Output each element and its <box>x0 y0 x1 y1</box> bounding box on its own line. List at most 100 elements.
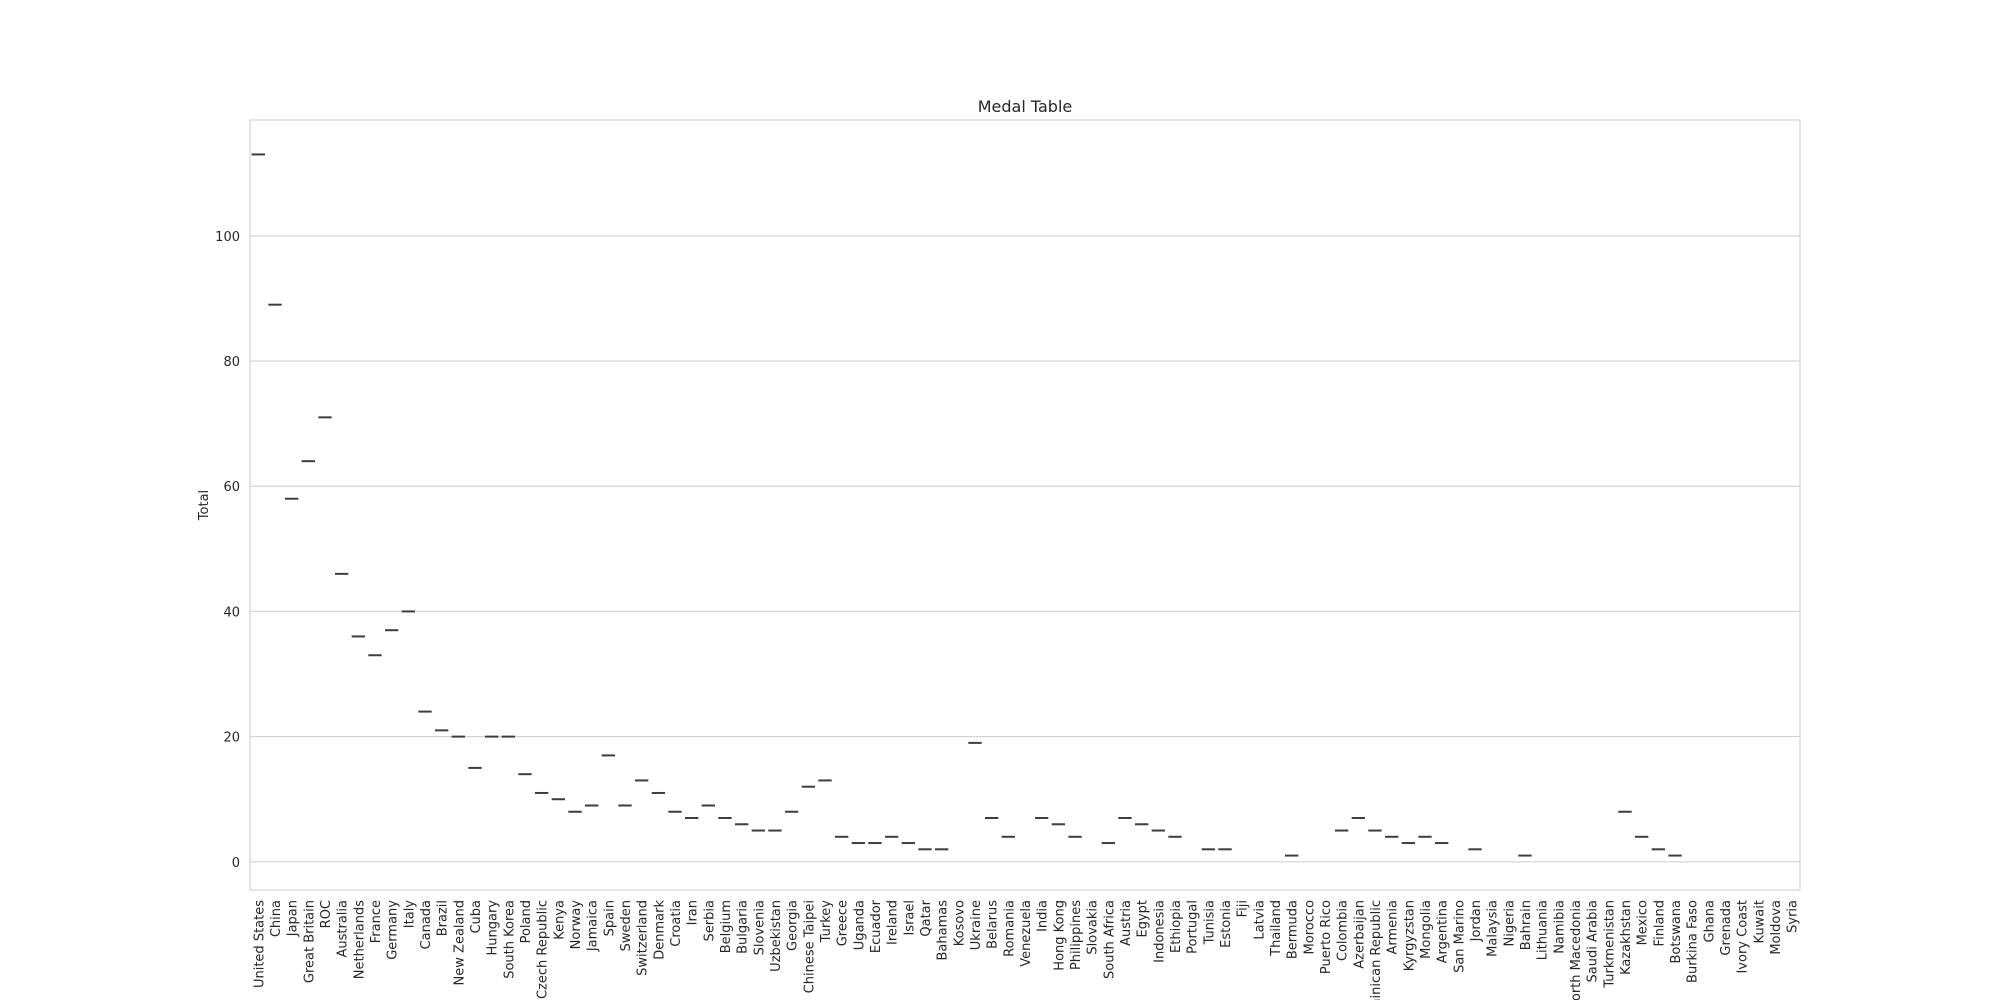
x-tick-label: Saudi Arabia <box>1586 900 1601 983</box>
x-tick-label: Egypt <box>1136 900 1151 938</box>
x-tick-label: Nigeria <box>1502 900 1517 947</box>
x-tick-label: Hong Kong <box>1052 900 1067 971</box>
x-tick-labels: United States China Japan Great Britain ROC A… <box>252 899 1800 1000</box>
x-tick-label: Brazil <box>436 900 451 936</box>
x-tick-label: Ethiopia <box>1169 900 1184 953</box>
x-tick-label: Canada <box>419 900 434 949</box>
x-tick-label: Germany <box>386 900 401 960</box>
plot-frame <box>249 119 1801 891</box>
x-tick-label: Ecuador <box>869 899 884 953</box>
x-tick-label: Jamaica <box>586 900 601 952</box>
x-tick-label: Cuba <box>469 900 484 934</box>
x-tick-label: Thailand <box>1269 900 1284 957</box>
x-tick-label: Romania <box>1002 900 1017 957</box>
x-tick-label: Dominican Republic <box>1369 900 1384 1000</box>
x-tick-label: Syria <box>1786 900 1801 933</box>
x-tick-label: Uzbekistan <box>769 900 784 972</box>
x-tick-label: Kyrgyzstan <box>1402 900 1417 971</box>
x-tick-label: Moldova <box>1769 900 1784 955</box>
x-tick-label: Bahamas <box>936 900 951 961</box>
x-tick-label: Norway <box>569 900 584 950</box>
x-tick-label: Azerbaijan <box>1352 900 1367 969</box>
x-tick-label: Austria <box>1119 900 1134 946</box>
x-tick-label: India <box>1036 900 1051 932</box>
x-tick-label: New Zealand <box>452 900 467 985</box>
x-tick-label: Armenia <box>1386 900 1401 955</box>
x-tick-label: Latvia <box>1252 900 1267 940</box>
x-tick-label: Fiji <box>1236 900 1251 917</box>
x-tick-label: Belgium <box>719 900 734 953</box>
x-tick-label: Kuwait <box>1752 900 1767 943</box>
x-tick-label: Tunisia <box>1202 900 1217 945</box>
x-tick-label: Japan <box>286 900 301 937</box>
x-tick-label: Iran <box>686 900 701 925</box>
x-tick-label: Ukraine <box>969 900 984 950</box>
x-tick-label: Georgia <box>786 900 801 951</box>
x-tick-label: Ireland <box>886 900 901 945</box>
x-tick-label: Venezuela <box>1019 900 1034 967</box>
x-tick-label: Mexico <box>1636 900 1651 945</box>
x-tick-label: Italy <box>402 900 417 929</box>
x-tick-label: San Marino <box>1452 900 1467 973</box>
x-tick-label: Jordan <box>1469 900 1484 942</box>
x-tick-label: Colombia <box>1336 900 1351 961</box>
x-tick-label: Slovenia <box>752 900 767 955</box>
x-tick-label: Uganda <box>852 900 867 950</box>
x-tick-label: Ivory Coast <box>1736 900 1751 974</box>
x-tick-label: Kenya <box>552 900 567 940</box>
x-tick-label: Croatia <box>669 900 684 947</box>
x-tick-label: Bermuda <box>1286 900 1301 959</box>
x-tick-label: China <box>269 900 284 937</box>
x-tick-label: Turkmenistan <box>1602 900 1617 989</box>
x-tick-label: Qatar <box>919 899 934 936</box>
y-axis-label: Total <box>197 490 212 521</box>
x-tick-label: Bulgaria <box>736 900 751 954</box>
x-tick-label: Estonia <box>1219 900 1234 948</box>
x-tick-label: Mongolia <box>1419 900 1434 959</box>
x-tick-label: Belarus <box>986 900 1001 949</box>
x-tick-label: Hungary <box>486 900 501 956</box>
x-tick-label: Sweden <box>619 900 634 951</box>
x-tick-label: Finland <box>1652 900 1667 946</box>
x-tick-label: Great Britain <box>302 900 317 983</box>
y-tick-label: 80 <box>223 355 240 370</box>
x-tick-label: Portugal <box>1186 900 1201 954</box>
x-tick-label: South Korea <box>502 900 517 979</box>
x-tick-label: Kazakhstan <box>1619 900 1634 975</box>
y-tick-label: 40 <box>223 605 240 620</box>
x-tick-label: United States <box>252 900 267 988</box>
x-tick-label: Namibia <box>1552 900 1567 954</box>
y-tick-label: 20 <box>223 731 240 746</box>
x-tick-label: Morocco <box>1302 900 1317 954</box>
y-tick-labels: 0 20 40 60 80 100 <box>215 230 240 871</box>
x-tick-label: Israel <box>902 900 917 936</box>
x-tick-label: Indonesia <box>1152 900 1167 963</box>
x-tick-label: Botswana <box>1669 900 1684 964</box>
x-tick-label: Grenada <box>1719 900 1734 956</box>
x-tick-label: Lithuania <box>1536 900 1551 960</box>
x-tick-label: Ghana <box>1702 900 1717 943</box>
x-tick-label: Puerto Rico <box>1319 900 1334 974</box>
x-tick-label: Philippines <box>1069 900 1084 970</box>
x-tick-label: Malaysia <box>1486 900 1501 957</box>
chart-title: Medal Table <box>978 97 1073 116</box>
x-tick-label: ROC <box>319 900 334 928</box>
y-tick-label: 100 <box>215 230 240 245</box>
x-tick-label: Denmark <box>652 900 667 960</box>
x-tick-label: Netherlands <box>352 900 367 979</box>
x-tick-label: Australia <box>336 900 351 958</box>
x-tick-label: France <box>369 900 384 943</box>
x-tick-label: Switzerland <box>636 900 651 976</box>
x-tick-label: Poland <box>519 900 534 943</box>
y-tick-label: 60 <box>223 480 240 495</box>
x-tick-label: South Africa <box>1102 900 1117 979</box>
x-tick-label: Chinese Taipei <box>802 900 817 993</box>
x-tick-label: North Macedonia <box>1569 900 1584 1000</box>
x-tick-label: Kosovo <box>952 900 967 946</box>
x-tick-label: Greece <box>836 900 851 946</box>
x-tick-label: Slovakia <box>1086 900 1101 955</box>
x-tick-label: Bahrain <box>1519 900 1534 950</box>
x-tick-label: Czech Republic <box>536 900 551 999</box>
